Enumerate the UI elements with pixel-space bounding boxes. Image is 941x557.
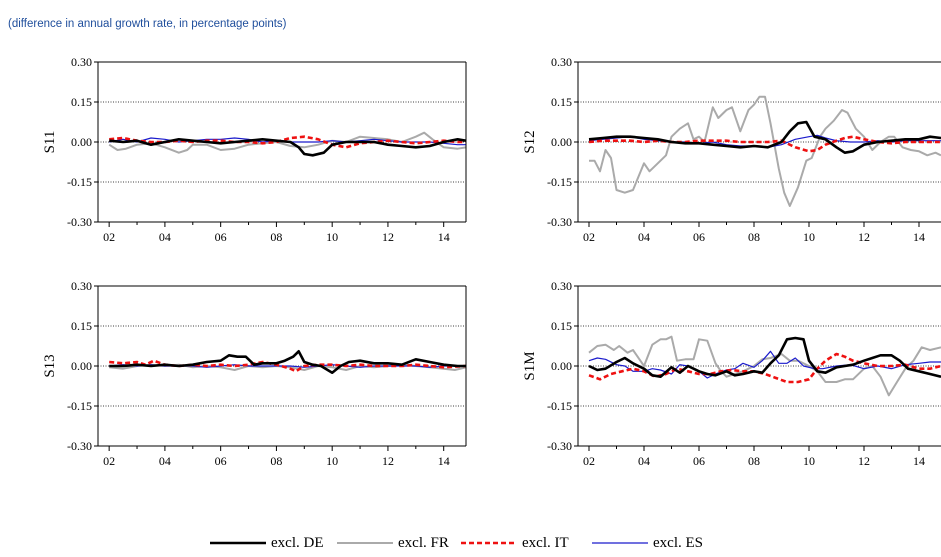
y-tick-label: 0.00 bbox=[551, 359, 572, 373]
y-axis-label: S13 bbox=[42, 354, 58, 377]
y-axis-label: S1M bbox=[522, 351, 538, 380]
x-tick-label: 08 bbox=[270, 454, 282, 468]
x-tick-label: 14 bbox=[438, 230, 450, 244]
x-tick-label: 02 bbox=[103, 230, 115, 244]
y-tick-label: -0.15 bbox=[67, 175, 92, 189]
series-line-de bbox=[109, 350, 466, 374]
series-line-de bbox=[109, 138, 466, 157]
y-tick-label: 0.30 bbox=[551, 55, 572, 69]
legend: excl. DE excl. FR excl. IT excl. ES bbox=[210, 535, 703, 551]
x-tick-label: 06 bbox=[215, 230, 227, 244]
x-tick-label: 04 bbox=[638, 454, 650, 468]
x-tick-label: 10 bbox=[326, 230, 338, 244]
x-tick-label: 04 bbox=[638, 230, 650, 244]
y-tick-label: 0.30 bbox=[551, 279, 572, 293]
x-tick-label: 02 bbox=[103, 454, 115, 468]
x-tick-label: 10 bbox=[803, 230, 815, 244]
series-line-it bbox=[588, 135, 941, 153]
y-tick-label: 0.15 bbox=[551, 319, 572, 333]
x-tick-label: 04 bbox=[159, 454, 171, 468]
x-tick-label: 02 bbox=[583, 230, 595, 244]
x-tick-label: 08 bbox=[270, 230, 282, 244]
legend-label: excl. DE bbox=[271, 535, 323, 551]
legend-label: excl. ES bbox=[653, 535, 703, 551]
panel-s11: 0.30 0.15 0.00 -0.15 -0.30 02 04 06 08 10 12 14 S11 bbox=[42, 55, 467, 244]
y-tick-label: 0.00 bbox=[71, 359, 92, 373]
y-tick-label: -0.30 bbox=[547, 439, 572, 453]
y-tick-label: -0.30 bbox=[67, 215, 92, 229]
panel-s12: 0.30 0.15 0.00 -0.15 -0.30 02 04 06 08 10 12 14 S12 bbox=[522, 55, 941, 244]
y-tick-label: -0.30 bbox=[547, 215, 572, 229]
x-tick-label: 06 bbox=[215, 454, 227, 468]
x-tick-label: 12 bbox=[382, 230, 394, 244]
y-tick-label: 0.15 bbox=[71, 95, 92, 109]
y-tick-label: -0.15 bbox=[547, 175, 572, 189]
x-tick-label: 04 bbox=[159, 230, 171, 244]
y-tick-label: 0.15 bbox=[551, 95, 572, 109]
series-line-fr bbox=[589, 95, 941, 207]
y-tick-label: 0.00 bbox=[551, 135, 572, 149]
x-tick-label: 12 bbox=[382, 454, 394, 468]
x-tick-label: 12 bbox=[858, 230, 870, 244]
x-tick-label: 06 bbox=[693, 230, 705, 244]
y-tick-label: 0.00 bbox=[71, 135, 92, 149]
y-tick-label: -0.15 bbox=[547, 399, 572, 413]
series-line-de bbox=[588, 120, 941, 154]
series-line-it bbox=[588, 352, 941, 384]
y-tick-label: 0.15 bbox=[71, 319, 92, 333]
chart-subtitle: (difference in annual growth rate, in pe… bbox=[8, 18, 287, 30]
panel-s1m: 0.30 0.15 0.00 -0.15 -0.30 02 04 06 08 10 12 14 S1M bbox=[522, 279, 941, 468]
y-tick-label: 0.30 bbox=[71, 55, 92, 69]
legend-label: excl. IT bbox=[522, 535, 569, 551]
y-tick-label: 0.30 bbox=[71, 279, 92, 293]
legend-label: excl. FR bbox=[398, 535, 449, 551]
x-tick-label: 14 bbox=[913, 454, 925, 468]
x-tick-label: 08 bbox=[748, 230, 760, 244]
series-line-de bbox=[588, 336, 941, 378]
series-line-fr bbox=[108, 131, 466, 154]
series-line-fr bbox=[588, 335, 941, 397]
x-tick-label: 14 bbox=[913, 230, 925, 244]
y-tick-label: -0.15 bbox=[67, 399, 92, 413]
y-tick-label: -0.30 bbox=[67, 439, 92, 453]
x-tick-label: 02 bbox=[583, 454, 595, 468]
series-line-it bbox=[109, 359, 466, 373]
x-tick-label: 12 bbox=[858, 454, 870, 468]
x-tick-label: 10 bbox=[803, 454, 815, 468]
y-axis-label: S12 bbox=[522, 130, 538, 153]
panel-s13: 0.30 0.15 0.00 -0.15 -0.30 02 04 06 08 10 12 14 S13 bbox=[42, 279, 467, 468]
x-tick-label: 06 bbox=[693, 454, 705, 468]
x-tick-label: 10 bbox=[326, 454, 338, 468]
y-axis-label: S11 bbox=[42, 131, 58, 154]
x-tick-label: 14 bbox=[438, 454, 450, 468]
x-tick-label: 08 bbox=[748, 454, 760, 468]
